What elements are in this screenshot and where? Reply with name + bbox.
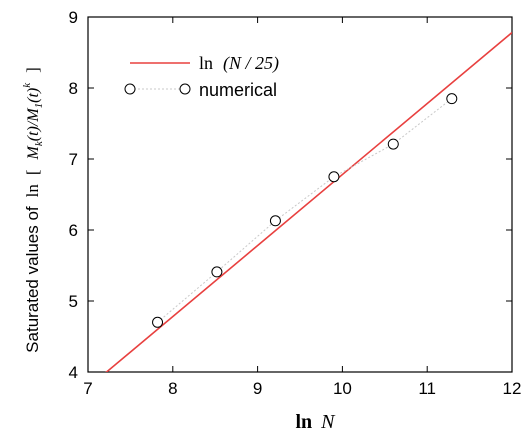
y-axis-title: Saturated values of ln [ Mk(t)/M1(t)k ] bbox=[17, 67, 45, 353]
data-point bbox=[446, 93, 458, 105]
x-axis-title: ln N bbox=[295, 411, 336, 433]
x-tick-label: 7 bbox=[83, 379, 92, 398]
data-point bbox=[211, 266, 223, 278]
legend-marker-right bbox=[179, 83, 191, 95]
series-connector bbox=[157, 98, 453, 323]
data-point bbox=[387, 138, 399, 150]
legend-marker-left bbox=[124, 83, 136, 95]
y-tick-label: 8 bbox=[69, 79, 78, 98]
legend: ln (N / 25) numerical bbox=[124, 53, 279, 100]
y-tick-label: 4 bbox=[69, 363, 78, 382]
legend-label-line: ln (N / 25) bbox=[199, 53, 279, 74]
data-point bbox=[152, 316, 164, 328]
legend-label-points: numerical bbox=[199, 80, 277, 100]
y-tick-label: 9 bbox=[69, 8, 78, 27]
data-point bbox=[269, 215, 281, 227]
y-tick-label: 5 bbox=[69, 292, 78, 311]
data-point bbox=[328, 171, 340, 183]
x-tick-label: 10 bbox=[333, 379, 352, 398]
x-tick-label: 8 bbox=[168, 379, 177, 398]
plot-frame bbox=[87, 16, 513, 373]
x-tick-label: 12 bbox=[503, 379, 522, 398]
x-tick-label: 11 bbox=[418, 379, 436, 398]
plot-area: 7 8 9 10 11 12 4 5 6 7 8 9 bbox=[69, 8, 522, 398]
y-tick-label: 6 bbox=[69, 221, 78, 240]
x-tick-label: 9 bbox=[253, 379, 262, 398]
series-line bbox=[105, 31, 512, 372]
y-tick-label: 7 bbox=[69, 150, 78, 169]
